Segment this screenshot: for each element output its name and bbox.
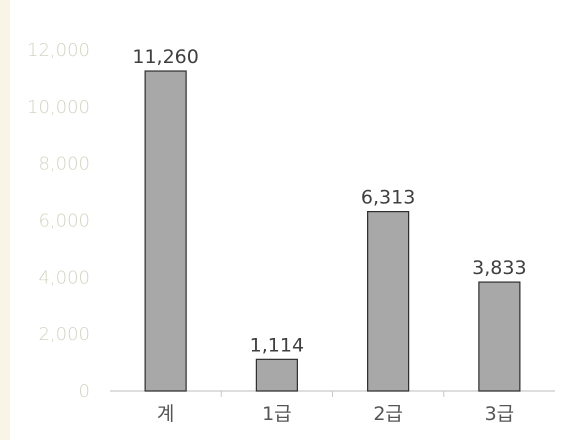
bar xyxy=(255,358,298,392)
y-tick-label: 8,000 xyxy=(38,154,90,175)
bar xyxy=(478,281,521,392)
data-labels-group: 11,260 1,114 6,313 3,833 xyxy=(132,46,526,356)
y-tick-label: 10,000 xyxy=(27,97,90,118)
bars-group xyxy=(144,70,521,392)
y-tick-label: 0 xyxy=(79,381,90,402)
x-tick-label: 3급 xyxy=(485,403,515,425)
y-tick-label: 12,000 xyxy=(27,40,90,61)
y-tick-label: 4,000 xyxy=(38,267,90,288)
data-label: 3,833 xyxy=(472,257,526,279)
bar xyxy=(367,211,410,392)
x-tick-label: 2급 xyxy=(373,403,403,425)
data-label: 6,313 xyxy=(361,187,415,209)
x-axis-labels: 계 1급 2급 3급 xyxy=(157,403,514,425)
y-tick-label: 2,000 xyxy=(38,324,90,345)
x-axis-tick-marks xyxy=(220,391,445,397)
data-label: 1,114 xyxy=(250,334,304,356)
bar xyxy=(144,70,187,392)
x-tick-label: 1급 xyxy=(262,403,292,425)
x-tick-label: 계 xyxy=(157,403,174,425)
y-tick-label: 6,000 xyxy=(38,211,90,232)
data-label: 11,260 xyxy=(132,46,198,68)
y-axis-ticks: 0 2,000 4,000 6,000 8,000 10,000 12,000 xyxy=(27,40,90,402)
